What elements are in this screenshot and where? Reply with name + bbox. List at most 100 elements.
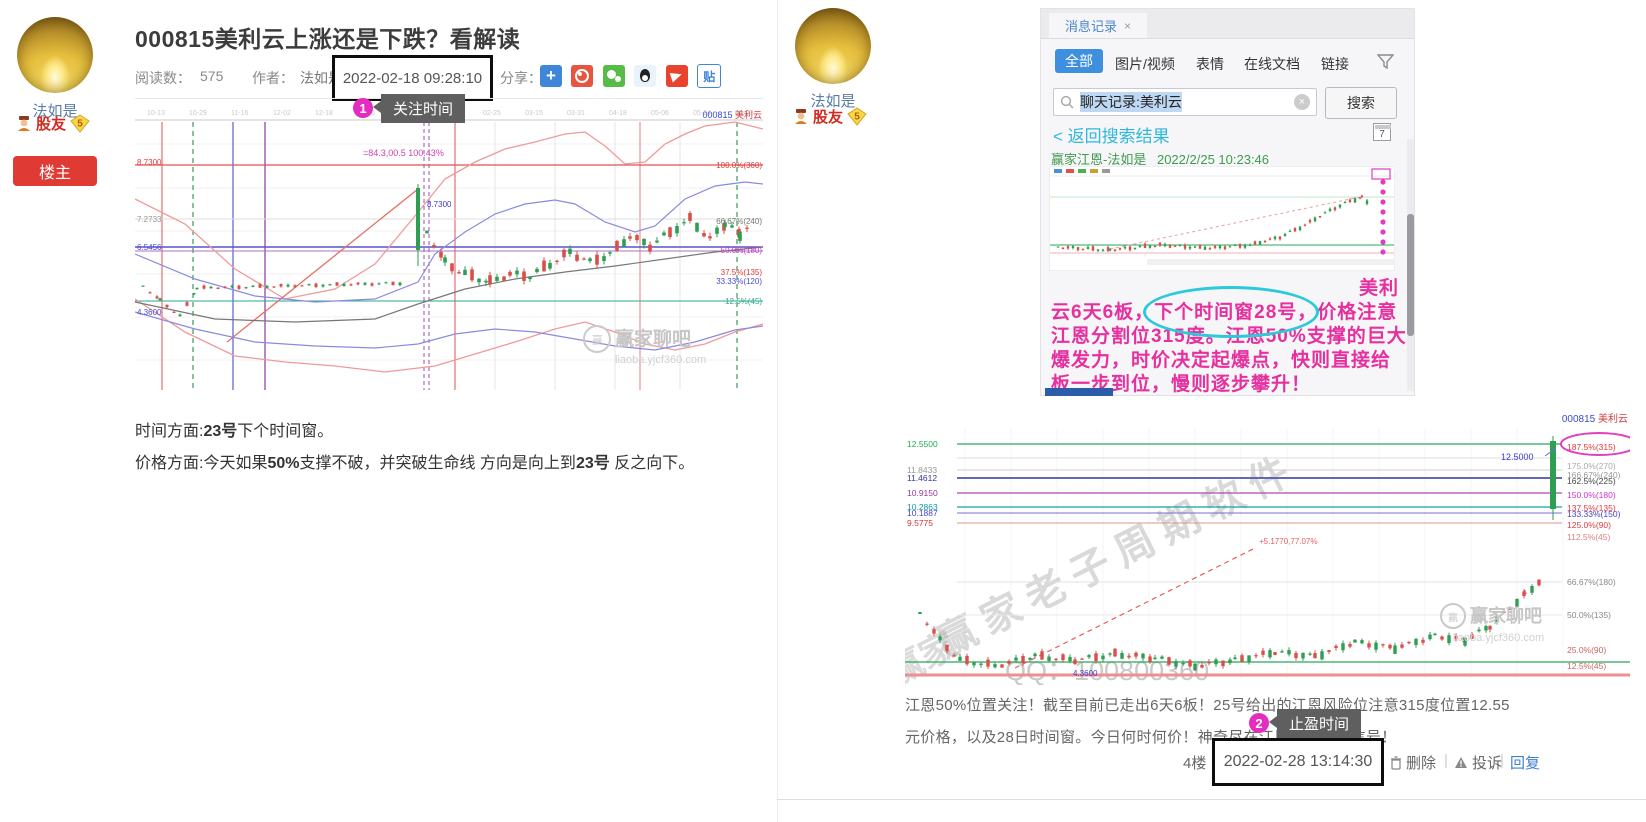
sender-name: 赢家江恩-法如是 [1051, 152, 1147, 167]
floor-owner-badge: 楼主 [13, 156, 97, 186]
svg-text:9.5775: 9.5775 [907, 518, 933, 528]
author-label: 作者： [252, 70, 294, 86]
svg-text:06-09: 06-09 [735, 110, 753, 117]
author-name[interactable]: 法如是 [300, 70, 342, 86]
filter-tab-docs[interactable]: 在线文档 [1244, 56, 1300, 72]
share-icons: + 贴 [540, 64, 726, 88]
floor-number: 4楼 [1183, 755, 1207, 772]
svg-text:8.7300: 8.7300 [427, 200, 452, 209]
calendar-icon[interactable]: 7 [1373, 123, 1391, 141]
stock-friend-icon [18, 116, 30, 131]
svg-text:12.5%(45): 12.5%(45) [725, 297, 762, 306]
filter-tab-media[interactable]: 图片/视频 [1115, 56, 1175, 72]
baidu-tieba-icon[interactable]: 贴 [697, 64, 722, 88]
svg-text:liaoba.yjcf360.com: liaoba.yjcf360.com [615, 354, 706, 366]
svg-text:赢: 赢 [1448, 611, 1458, 624]
svg-text:赢: 赢 [592, 333, 603, 347]
post-body-line-2: 价格方面:今天如果50%支撑不破，并突破生命线 方向是向上到23号 反之向下。 [135, 455, 695, 472]
trash-icon [1391, 755, 1401, 770]
svg-text:8.7300: 8.7300 [137, 158, 162, 167]
sina-weibo-icon[interactable] [571, 65, 594, 87]
chat-message-line: 爆发力，时价决定起爆点，快则直接给 [1051, 350, 1392, 371]
chat-record-window: 消息记录 × 全部 图片/视频 表情 在线文档 链接 聊天记录:美利云 × 搜索… [1040, 8, 1415, 396]
svg-text:66.67%(180): 66.67%(180) [1567, 577, 1616, 587]
reply-button[interactable]: 回复 [1510, 755, 1541, 772]
svg-text:赢家聊吧: 赢家聊吧 [1470, 605, 1542, 626]
search-button[interactable]: 搜索 [1325, 87, 1397, 119]
svg-text:10.2863: 10.2863 [907, 502, 938, 512]
chat-message-line: 美利 [1359, 278, 1400, 299]
svg-text:4.3600: 4.3600 [1073, 669, 1098, 678]
stock-friend-icon [795, 109, 807, 124]
share-more-icon[interactable]: + [540, 65, 562, 87]
clear-search-icon[interactable]: × [1294, 94, 1310, 110]
svg-text:112.5%(45): 112.5%(45) [1567, 532, 1610, 542]
chat-chart-image [1049, 166, 1395, 271]
svg-text:05-06: 05-06 [651, 110, 669, 117]
svg-text:12.5000: 12.5000 [1501, 452, 1534, 462]
svg-text:7.2733: 7.2733 [137, 215, 162, 224]
chat-tab-message-record[interactable]: 消息记录 × [1049, 13, 1147, 38]
filter-tab-emoji[interactable]: 表情 [1196, 56, 1224, 72]
tencent-weibo-icon[interactable] [665, 65, 688, 87]
svg-text:+5.1770,77.07%: +5.1770,77.07% [1259, 537, 1318, 546]
panel-divider [777, 0, 778, 822]
svg-text:04-18: 04-18 [609, 110, 627, 117]
svg-text:162.5%(225): 162.5%(225) [1567, 476, 1616, 486]
svg-text:12.5500: 12.5500 [907, 439, 938, 449]
wechat-icon[interactable] [602, 65, 625, 87]
post-timestamp: 2022-02-18 09:28:10 [342, 69, 483, 87]
username[interactable]: 法如是 [32, 103, 78, 120]
read-count: 575 [200, 68, 224, 84]
delete-button[interactable]: 删除 [1390, 752, 1436, 773]
svg-text:10-29: 10-29 [189, 110, 207, 117]
filter-funnel-icon[interactable] [1377, 53, 1394, 70]
post-title: 000815美利云上涨还是下跌？看解读 [135, 26, 521, 52]
svg-text:05-24: 05-24 [693, 110, 711, 117]
svg-text:4.3600: 4.3600 [137, 308, 162, 317]
annotation-1-marker: 1 [353, 98, 373, 118]
svg-text:175.0%(270): 175.0%(270) [1567, 461, 1616, 471]
separator: | [1444, 752, 1448, 769]
warning-icon [1455, 757, 1467, 768]
filter-tab-all[interactable]: 全部 [1055, 49, 1103, 73]
svg-text:11.8433: 11.8433 [907, 465, 937, 475]
svg-text:50.0%(180): 50.0%(180) [721, 246, 763, 255]
avatar[interactable] [795, 8, 871, 84]
svg-text:150.0%(180): 150.0%(180) [1567, 490, 1616, 500]
avatar[interactable] [17, 17, 93, 93]
qq-icon[interactable] [634, 65, 657, 87]
svg-text:166.67%(240): 166.67%(240) [1567, 470, 1621, 480]
svg-text:赢家聊吧: 赢家聊吧 [615, 327, 691, 350]
svg-text:50.0%(135): 50.0%(135) [1567, 610, 1611, 620]
chat-scrollbar-thumb[interactable] [1407, 214, 1414, 336]
svg-text:10.1887: 10.1887 [907, 508, 938, 518]
username[interactable]: 法如是 [810, 93, 856, 110]
svg-text:133.33%(150): 133.33%(150) [1567, 509, 1621, 519]
back-to-results-link[interactable]: < 返回搜索结果 [1053, 127, 1170, 146]
svg-text:187.5%(315): 187.5%(315) [1567, 442, 1616, 452]
tab-close-icon[interactable]: × [1124, 18, 1132, 33]
svg-text:25.0%(90): 25.0%(90) [1567, 645, 1606, 655]
svg-text:10-13: 10-13 [147, 110, 165, 117]
annotation-2-tooltip: 止盈时间 [1268, 709, 1362, 738]
svg-text:66.67%(240): 66.67%(240) [716, 217, 762, 226]
svg-text:12.5%(45): 12.5%(45) [1567, 661, 1606, 671]
svg-text:37.5%(135): 37.5%(135) [721, 268, 763, 277]
post-timestamp-box: 2022-02-18 09:28:10 [332, 55, 493, 101]
cropped-blue-bar [1045, 388, 1113, 396]
level-number: 5 [77, 119, 83, 130]
filter-tab-links[interactable]: 链接 [1321, 56, 1349, 72]
svg-text:=84.3,00.5 100.43%: =84.3,00.5 100.43% [363, 148, 444, 158]
post-body-line-1: 时间方面:23号下个时间窗。 [135, 423, 334, 440]
search-icon [1060, 95, 1074, 109]
search-input[interactable]: 聊天记录:美利云 × [1053, 88, 1317, 116]
user-badges: 股友 5 [793, 106, 867, 127]
svg-text:100.0%(360): 100.0%(360) [716, 161, 762, 170]
svg-text:000815 美利云: 000815 美利云 [702, 109, 762, 120]
svg-text:000815 美利云: 000815 美利云 [1562, 412, 1628, 425]
level-number: 5 [854, 112, 860, 123]
report-button[interactable]: 投诉 [1454, 752, 1502, 773]
